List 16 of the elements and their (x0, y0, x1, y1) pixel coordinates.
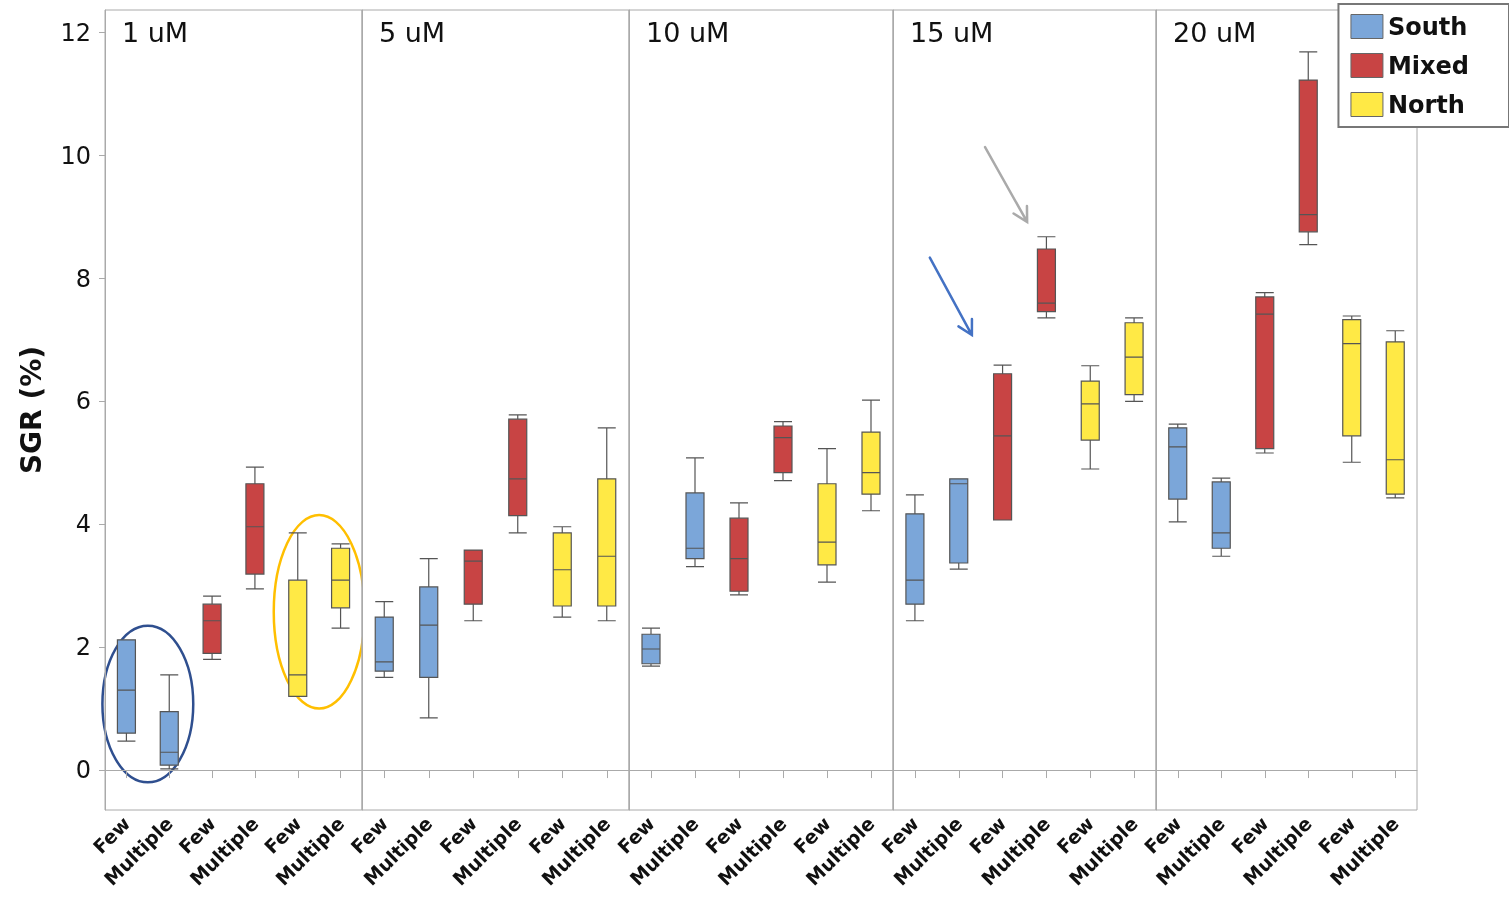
legend-label: South (1387, 12, 1468, 41)
legend-label: Mixed (1387, 51, 1469, 80)
chart-title: 5 uM (379, 17, 446, 48)
y-tick-label: 8 (75, 264, 91, 293)
chart-title: 20 uM (1173, 17, 1257, 48)
y-tick-label: 4 (75, 510, 91, 539)
y-tick-label: 10 (60, 141, 91, 170)
y-tick-label: 2 (75, 633, 91, 662)
y-tick-label: 0 (75, 756, 91, 785)
legend-label: North (1387, 90, 1465, 119)
y-axis-title: SGR (%) (14, 345, 48, 475)
y-tick-label: 6 (75, 387, 91, 416)
chart-title: 15 uM (910, 17, 994, 48)
y-tick-label: 12 (60, 18, 91, 47)
chart-title: 1 uM (122, 17, 189, 48)
chart-title: 10 uM (646, 17, 730, 48)
